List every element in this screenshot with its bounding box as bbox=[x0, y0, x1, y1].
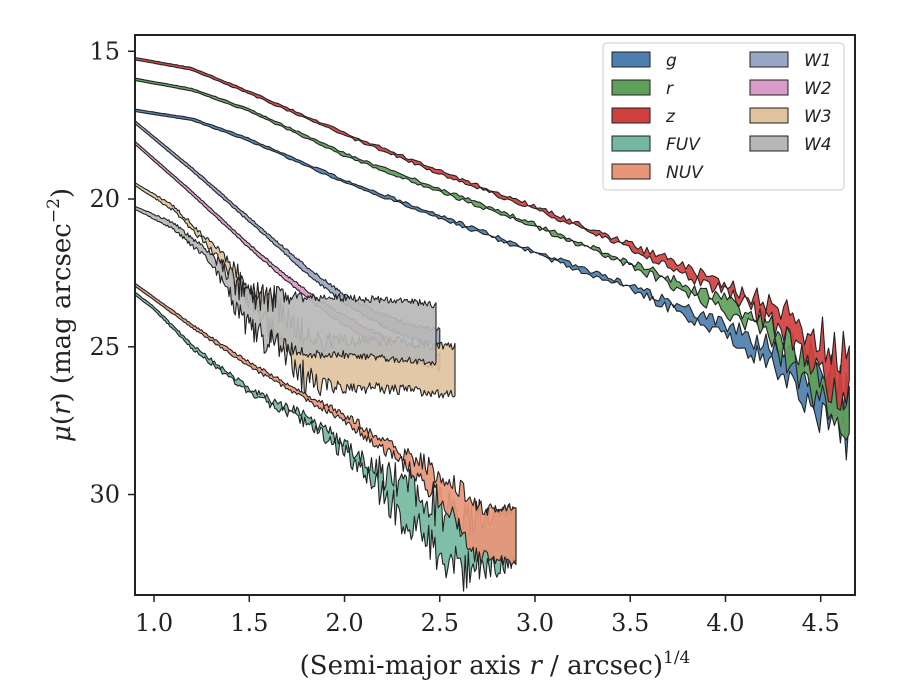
y-tick-label: 30 bbox=[89, 481, 120, 509]
band-r bbox=[135, 77, 850, 441]
y-axis-label-mu: μ bbox=[47, 425, 77, 442]
legend-label-g: g bbox=[666, 51, 677, 71]
x-axis-label-prefix: (Semi-major axis bbox=[300, 651, 530, 681]
y-axis-label-var: r bbox=[47, 401, 77, 415]
legend-label-fuv: FUV bbox=[666, 135, 701, 155]
x-tick-label: 2.5 bbox=[421, 609, 459, 637]
legend-label-r: r bbox=[666, 79, 674, 99]
x-tick-label: 3.5 bbox=[611, 609, 649, 637]
profile-bands bbox=[135, 56, 850, 592]
y-axis-ticks: 15 20 25 30 bbox=[89, 37, 135, 509]
y-axis-label-paren-open: ( bbox=[47, 415, 77, 425]
legend-swatch-nuv bbox=[611, 163, 651, 180]
x-axis-label-var: r bbox=[529, 651, 543, 681]
legend-label-w2: W2 bbox=[804, 79, 832, 99]
y-axis-label-paren-close: ) bbox=[47, 188, 77, 198]
band-w4 bbox=[135, 205, 437, 366]
y-axis-label: μ(r) (mag arcsec−2) bbox=[44, 188, 77, 442]
x-tick-label: 1.0 bbox=[135, 609, 173, 637]
band-fuv bbox=[135, 291, 517, 592]
y-axis-label-exponent: −2 bbox=[44, 198, 64, 223]
legend-swatch-fuv bbox=[611, 135, 651, 152]
legend-swatch-w4 bbox=[749, 135, 789, 152]
x-tick-label: 1.5 bbox=[230, 609, 268, 637]
y-tick-label: 20 bbox=[89, 185, 120, 213]
x-axis-label: (Semi-major axis r / arcsec)1/4 bbox=[300, 648, 691, 681]
legend-label-z: z bbox=[665, 107, 676, 127]
x-axis-label-suffix: / arcsec) bbox=[542, 651, 663, 681]
legend-swatch-g bbox=[611, 51, 651, 68]
x-tick-label: 3.0 bbox=[516, 609, 554, 637]
legend-swatch-r bbox=[611, 79, 651, 96]
legend-label-w3: W3 bbox=[804, 107, 832, 127]
y-axis-label-unit: ) (mag arcsec bbox=[47, 223, 77, 402]
y-tick-label: 15 bbox=[89, 37, 120, 65]
legend-label-nuv: NUV bbox=[666, 163, 704, 183]
plot-frame bbox=[134, 34, 856, 596]
legend-swatch-w3 bbox=[749, 107, 789, 124]
band-z bbox=[135, 56, 850, 411]
legend-label-w4: W4 bbox=[804, 135, 832, 155]
legend: grz FUV NUV W1 W2 W3 W4 bbox=[602, 42, 845, 191]
legend-swatch-w2 bbox=[749, 79, 789, 96]
y-tick-label: 25 bbox=[89, 333, 120, 361]
x-axis-label-exponent: 1/4 bbox=[663, 648, 690, 668]
x-tick-label: 4.5 bbox=[802, 609, 840, 637]
band-nuv bbox=[135, 282, 517, 566]
legend-swatch-z bbox=[611, 107, 651, 124]
legend-label-w1: W1 bbox=[804, 51, 832, 71]
x-tick-label: 4.0 bbox=[706, 609, 744, 637]
x-tick-label: 2.0 bbox=[325, 609, 363, 637]
legend-swatch-w1 bbox=[749, 51, 789, 68]
x-axis-ticks: 1.0 1.5 2.0 2.5 3.0 3.5 4.0 4.5 bbox=[135, 595, 840, 637]
